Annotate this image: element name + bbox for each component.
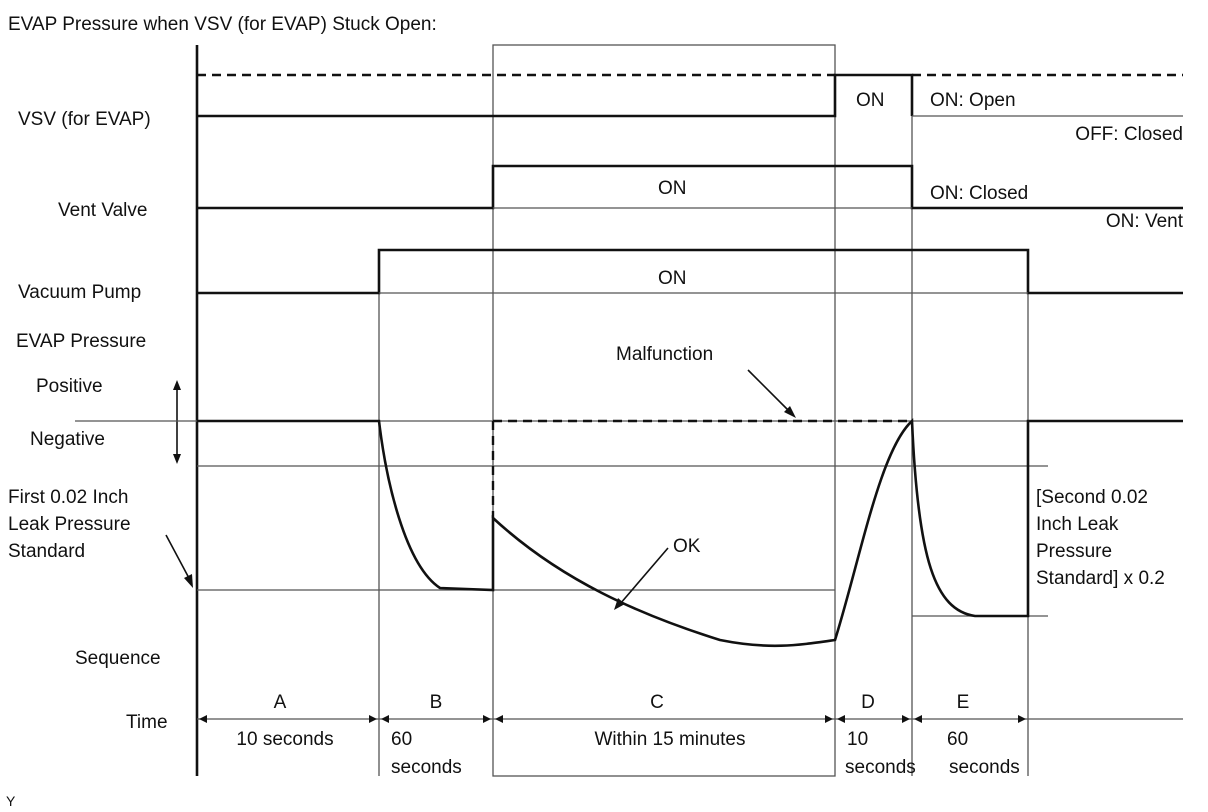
first-std-line2: Leak Pressure: [8, 514, 131, 535]
positive-label: Positive: [36, 376, 103, 397]
phase-e-duration-line1: 60: [947, 729, 968, 750]
first-std-line1: First 0.02 Inch: [8, 487, 128, 508]
arrow-b-right: [483, 715, 491, 723]
arrow-d-right: [902, 715, 910, 723]
second-std-line1: [Second 0.02: [1036, 487, 1148, 508]
phase-b-duration-line2: seconds: [391, 757, 462, 778]
first-std-line3: Standard: [8, 541, 85, 562]
ok-pointer: [619, 547, 669, 605]
phase-c-box: [492, 44, 836, 777]
vacuum-pump-on-label: ON: [658, 268, 687, 289]
arrow-a-left: [199, 715, 207, 723]
ok-label: OK: [673, 536, 701, 557]
arrow-e-right: [1018, 715, 1026, 723]
arrow-c-right: [825, 715, 833, 723]
pressure-arrow-down-head: [173, 454, 181, 464]
time-arrows: [199, 715, 1026, 723]
ok-pointer-head: [614, 598, 625, 610]
arrow-b-left: [381, 715, 389, 723]
second-std-line2: Inch Leak: [1036, 514, 1119, 535]
vacuum-pump-signal-line: [197, 248, 1183, 295]
vsv-signal-line: [197, 73, 914, 118]
arrow-e-left: [914, 715, 922, 723]
vacuum-pump-label: Vacuum Pump: [18, 282, 141, 303]
phase-c-label: C: [650, 692, 664, 713]
phase-d-duration-line1: 10: [847, 729, 868, 750]
malfunction-pointer: [747, 369, 791, 413]
phase-a-label: A: [274, 692, 287, 713]
diagram-title: EVAP Pressure when VSV (for EVAP) Stuck …: [8, 14, 437, 35]
phase-d-label: D: [861, 692, 875, 713]
sequence-label: Sequence: [75, 648, 161, 669]
vent-on-vent-label: ON: Vent: [1106, 211, 1184, 232]
evap-pressure-trace: [197, 418, 1183, 648]
phase-e-label: E: [957, 692, 970, 713]
first-std-pointer-head: [184, 574, 193, 588]
second-std-line3: Pressure: [1036, 541, 1112, 562]
time-label: Time: [126, 712, 168, 733]
phase-a-duration: 10 seconds: [236, 729, 333, 750]
vent-valve-signal-line: [197, 164, 1183, 210]
arrow-d-left: [837, 715, 845, 723]
malfunction-pointer-head: [784, 406, 796, 418]
negative-label: Negative: [30, 429, 105, 450]
phase-c-duration: Within 15 minutes: [594, 729, 745, 750]
second-std-line4: Standard] x 0.2: [1036, 568, 1165, 589]
phase-e-duration-line2: seconds: [949, 757, 1020, 778]
vsv-on-label: ON: [856, 90, 885, 111]
evap-pressure-label: EVAP Pressure: [16, 331, 146, 352]
phase-b-duration-line1: 60: [391, 729, 412, 750]
malfunction-label: Malfunction: [616, 344, 713, 365]
vent-valve-label: Vent Valve: [58, 200, 147, 221]
vsv-label: VSV (for EVAP): [18, 109, 151, 130]
footer-mark: Y: [6, 793, 16, 809]
arrow-c-left: [495, 715, 503, 723]
arrow-a-right: [369, 715, 377, 723]
vsv-off-closed-label: OFF: Closed: [1075, 124, 1183, 145]
vent-valve-on-label: ON: [658, 178, 687, 199]
phase-d-duration-line2: seconds: [845, 757, 916, 778]
pressure-arrow-up-head: [173, 380, 181, 390]
vent-on-closed-label: ON: Closed: [930, 183, 1028, 204]
vsv-on-open-label: ON: Open: [930, 90, 1016, 111]
phase-b-label: B: [430, 692, 443, 713]
first-std-pointer: [165, 534, 191, 581]
